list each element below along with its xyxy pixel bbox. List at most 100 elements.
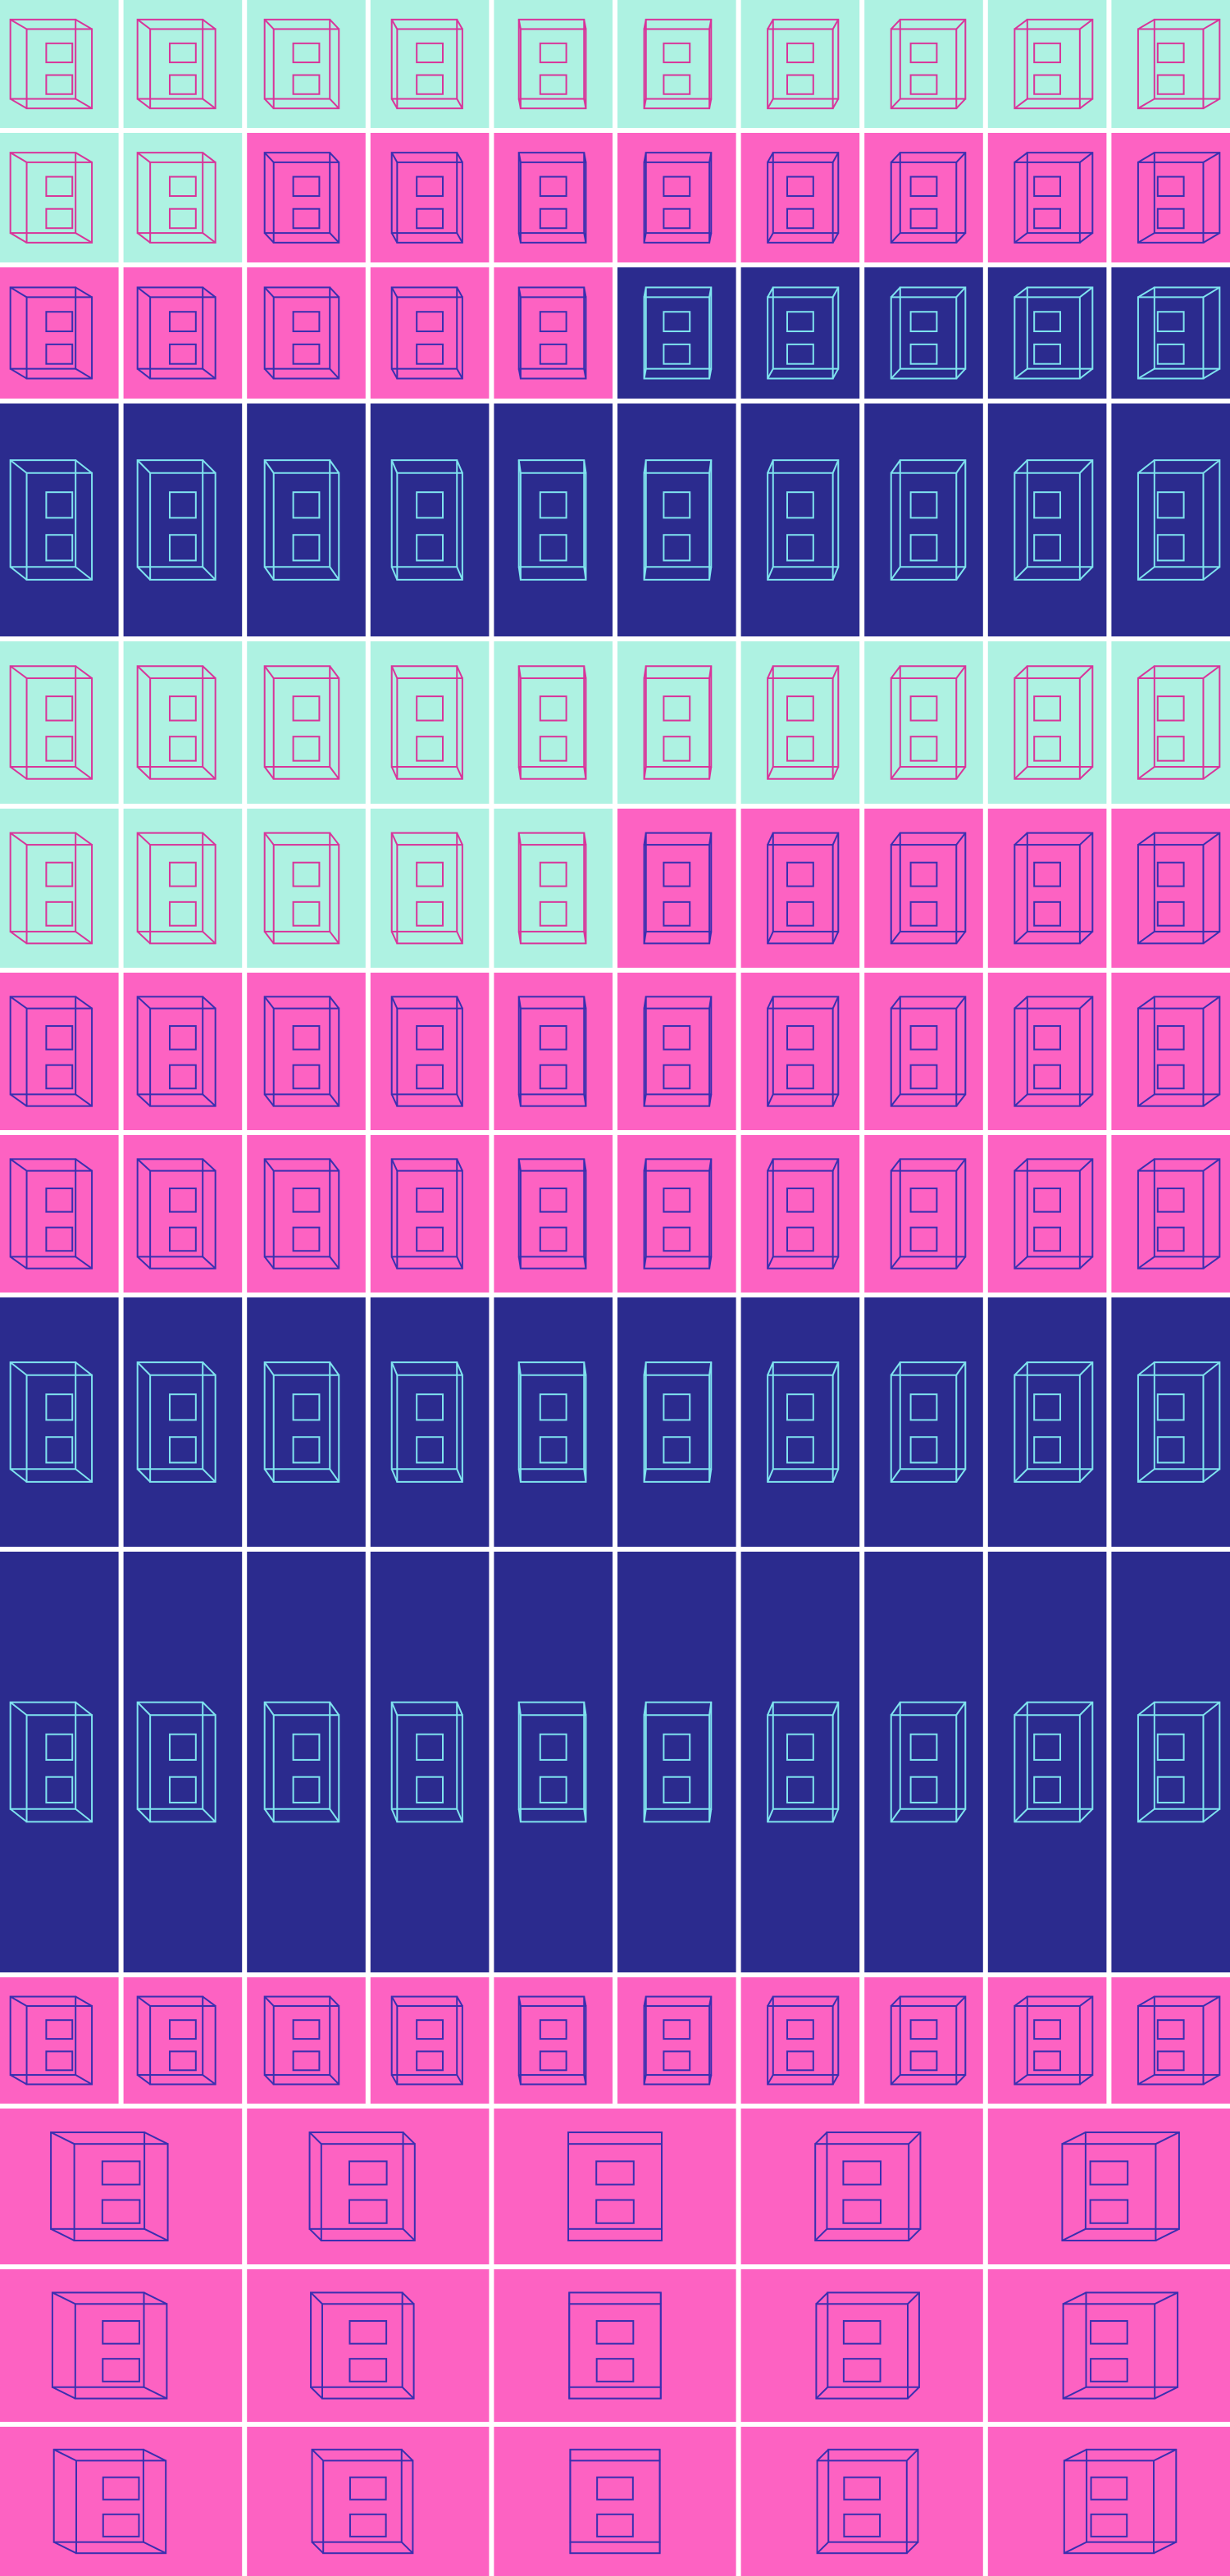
- shape-edge: [583, 1996, 587, 2007]
- shape-counter: [909, 1064, 938, 1090]
- shape-edge: [308, 2228, 322, 2241]
- shape-edge: [583, 19, 587, 30]
- shape-counter: [168, 343, 197, 365]
- shape-edge: [390, 665, 399, 679]
- shape-edge: [767, 2074, 774, 2085]
- shape-front: [519, 1169, 587, 1270]
- shape-counter: [1156, 1733, 1185, 1761]
- shape-edge: [263, 1468, 275, 1483]
- shape-edge: [815, 2291, 829, 2305]
- shape-edge: [643, 1996, 647, 2007]
- shape-counter: [348, 2476, 387, 2501]
- shape-back: [568, 2291, 662, 2388]
- shape-back: [569, 2448, 661, 2543]
- shape-edge: [891, 286, 901, 299]
- shape-back: [9, 665, 77, 768]
- shape-front: [643, 677, 711, 780]
- shape-edge: [10, 1093, 28, 1107]
- shape-edge: [1153, 2448, 1177, 2462]
- shape-front: [25, 296, 93, 380]
- shape-edge: [1079, 1256, 1094, 1270]
- shape-back: [136, 459, 204, 568]
- shape-edge: [1202, 152, 1220, 163]
- shape-edge: [1202, 232, 1220, 244]
- shape-front: [1014, 161, 1081, 244]
- shape-counter: [1156, 534, 1185, 562]
- shape-counter: [1156, 2019, 1185, 2040]
- shape-edge: [202, 1093, 216, 1107]
- shape-edge: [1137, 232, 1155, 244]
- shape-edge: [1202, 286, 1220, 299]
- shape-edge: [1137, 665, 1155, 679]
- shape-edge: [1202, 1158, 1220, 1172]
- shape-counter: [168, 695, 197, 722]
- shape-front: [767, 1374, 834, 1483]
- shape-counter: [539, 311, 567, 333]
- frame-tile: [494, 403, 613, 636]
- shape-counter: [292, 534, 321, 562]
- shape-back: [310, 2291, 403, 2388]
- shape-edge: [136, 931, 151, 945]
- shape-edge: [329, 832, 340, 846]
- shape-edge: [329, 232, 339, 244]
- shape-front: [396, 677, 463, 780]
- shape-edge: [202, 367, 216, 380]
- shape-back: [772, 1361, 840, 1470]
- shape-counter: [595, 2358, 635, 2382]
- shape-edge: [955, 766, 967, 780]
- shape-edge: [583, 152, 587, 163]
- shape-edge: [136, 766, 151, 780]
- shape-edge: [643, 1094, 647, 1106]
- shape-edge: [136, 566, 151, 581]
- shape-front: [396, 1007, 463, 1107]
- tile-background: [987, 403, 1107, 636]
- shape-counter: [786, 1436, 814, 1464]
- shape-edge: [643, 666, 647, 679]
- shape-counter: [45, 491, 74, 519]
- shape-counter: [416, 343, 444, 365]
- frame-tile: [864, 267, 983, 399]
- shape-counter: [292, 695, 321, 722]
- shape-counter: [1033, 1776, 1062, 1803]
- shape-counter: [786, 1064, 814, 1090]
- shape-edge: [10, 665, 28, 679]
- shape-edge: [517, 666, 522, 679]
- shape-edge: [517, 2074, 522, 2085]
- shape-edge: [1014, 1256, 1028, 1270]
- shape-edge: [955, 1995, 967, 2007]
- shape-back: [645, 832, 713, 932]
- frame-tile: [494, 2427, 736, 2576]
- shape-edge: [1014, 1158, 1028, 1172]
- shape-edge: [310, 2387, 323, 2400]
- shape-edge: [456, 2074, 463, 2085]
- shape-edge: [643, 368, 647, 379]
- shape-back: [772, 665, 840, 768]
- tile-background: [740, 1297, 860, 1547]
- shape-back: [136, 18, 204, 100]
- shape-edge: [75, 18, 93, 30]
- shape-counter: [348, 2320, 388, 2345]
- frame-tile: [370, 973, 490, 1130]
- shape-edge: [10, 1256, 28, 1270]
- shape-edge: [390, 1468, 399, 1483]
- shape-counter: [539, 534, 567, 562]
- shape-back: [645, 152, 713, 235]
- shape-edge: [311, 2449, 324, 2462]
- tile-background: [123, 809, 243, 968]
- shape-edge: [1079, 566, 1094, 581]
- frame-tile: [370, 267, 490, 399]
- frame-tile: [740, 133, 860, 262]
- shape-edge: [955, 459, 967, 474]
- shape-back: [1153, 1701, 1221, 1810]
- shape-edge: [202, 2074, 216, 2086]
- frame-tile: [987, 403, 1107, 636]
- shape-edge: [1014, 1361, 1028, 1376]
- shape-front: [519, 677, 587, 780]
- shape-front: [149, 844, 216, 945]
- shape-counter: [539, 1188, 567, 1213]
- shape-edge: [890, 1093, 901, 1107]
- shape-back: [1084, 2131, 1180, 2230]
- shape-counter: [168, 1436, 197, 1464]
- shape-counter: [168, 1188, 197, 1213]
- shape-edge: [1202, 931, 1220, 945]
